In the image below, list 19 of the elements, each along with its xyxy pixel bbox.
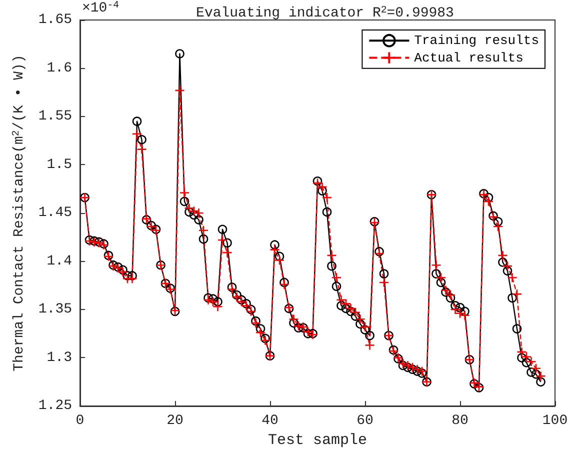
x-tick-label: 40 (262, 413, 278, 429)
y-tick-label: 1.6 (46, 60, 72, 76)
y-axis-title: Thermal Contact Resistance(m2/(K • W)) (10, 54, 28, 372)
x-axis-title: Test sample (268, 432, 368, 449)
x-tick-label: 20 (166, 413, 184, 429)
x-tick-label: 100 (542, 413, 568, 429)
y-tick-label: 1.45 (38, 205, 72, 221)
y-tick-label: 1.55 (38, 108, 72, 124)
y-tick-label: 1.5 (46, 156, 72, 173)
x-tick-label: 80 (452, 413, 468, 429)
legend-label: Training results (414, 33, 540, 48)
y-tick-label: 1.25 (38, 398, 72, 414)
legend-label: Actual results (414, 50, 524, 66)
x-tick-label: 0 (76, 413, 84, 429)
y-tick-label: 1.65 (38, 12, 72, 28)
y-tick-label: 1.3 (46, 350, 72, 366)
y-tick-label: 1.4 (46, 253, 72, 270)
x-tick-label: 60 (356, 413, 374, 429)
y-tick-label: 1.35 (38, 302, 72, 318)
